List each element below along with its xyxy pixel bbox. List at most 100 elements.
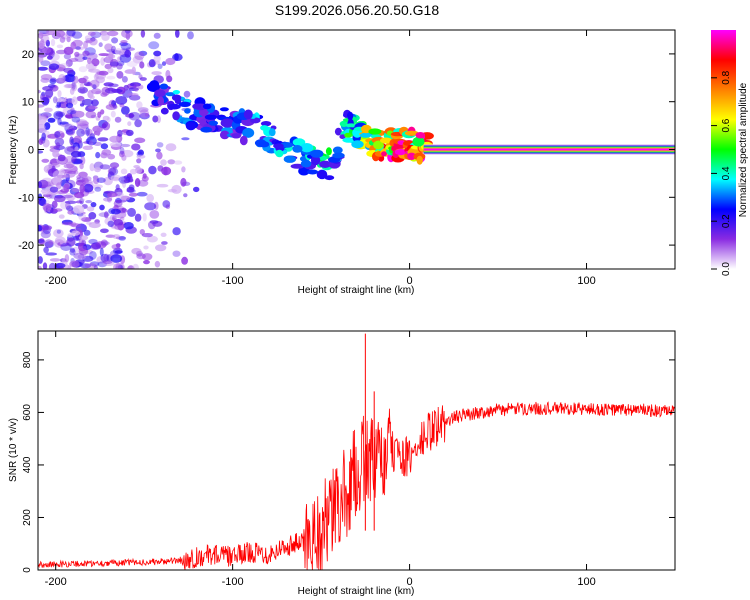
noise-blob (110, 208, 121, 215)
ridge-blob (310, 149, 324, 158)
noise-blob (134, 213, 142, 222)
ridge-blob (380, 137, 393, 144)
noise-blob (134, 119, 142, 128)
ridge-blob (208, 120, 218, 126)
ridge-blob (220, 118, 234, 128)
ridge-blob (200, 126, 213, 133)
noise-blob (139, 77, 147, 81)
ridge-blob (334, 127, 342, 136)
noise-blob (102, 260, 113, 265)
noise-blob (161, 241, 168, 245)
noise-blob (116, 71, 124, 79)
noise-blob (102, 260, 115, 266)
noise-blob (128, 192, 138, 197)
x-tick-label: 100 (577, 275, 595, 287)
noise-blob (54, 131, 61, 138)
noise-blob (78, 235, 89, 241)
noise-blob (52, 149, 59, 158)
noise-blob (90, 114, 97, 119)
noise-blob (141, 175, 149, 182)
snr-ticks: -200 -100 0 100 0 200 400 600 800 (22, 331, 675, 588)
noise-blob (127, 178, 134, 183)
y-tick-label: 400 (22, 456, 33, 473)
ridge-blob (345, 123, 357, 128)
noise-blob (41, 158, 50, 163)
noise-blob (93, 265, 98, 269)
noise-blob (42, 203, 52, 212)
noise-blob (86, 128, 93, 136)
noise-blob (76, 95, 85, 102)
noise-blob (114, 48, 123, 55)
snr-line (38, 333, 675, 570)
noise-blob (89, 38, 98, 46)
snr-xlabel: Height of straight line (km) (298, 586, 415, 597)
noise-blob (63, 183, 70, 192)
ridge-blob (292, 145, 303, 153)
ridge-blob (231, 133, 242, 139)
colorbar-tick-label: 0.2 (721, 214, 732, 228)
noise-blob (136, 154, 146, 159)
noise-blob (47, 84, 56, 88)
noise-blob (137, 107, 149, 113)
noise-blob (193, 186, 200, 193)
noise-blob (59, 63, 69, 68)
ridge-blob (381, 151, 387, 157)
noise-blob (88, 238, 98, 245)
noise-blob (66, 205, 74, 211)
noise-blob (38, 225, 43, 232)
ridge-blob (332, 152, 345, 159)
ridge-blob (347, 111, 354, 121)
noise-blob (103, 197, 113, 202)
noise-blob (88, 68, 100, 73)
chart-title: S199.2026.056.20.50.G18 (275, 2, 439, 18)
ridge-blob (407, 152, 416, 160)
noise-blob (89, 163, 95, 172)
noise-blob (119, 146, 125, 155)
noise-blob (38, 104, 45, 108)
y-tick-label: 20 (22, 49, 34, 61)
colorbar-tick-label: 0.6 (721, 118, 732, 132)
noise-blob (134, 178, 141, 187)
noise-blob (85, 110, 97, 119)
ridge-blob (415, 132, 426, 139)
noise-blob (162, 200, 171, 208)
noise-blob (78, 66, 88, 73)
noise-blob (111, 37, 119, 44)
noise-blob (39, 93, 46, 101)
noise-blob (133, 83, 140, 92)
noise-blob (64, 254, 70, 263)
ridge-blob (316, 169, 328, 180)
noise-blob (72, 188, 80, 193)
noise-blob (56, 101, 62, 108)
noise-blob (114, 224, 124, 231)
noise-blob (42, 47, 52, 54)
noise-blob (41, 191, 51, 195)
noise-blob (44, 107, 53, 113)
noise-blob (48, 262, 57, 269)
noise-blob (129, 168, 137, 175)
noise-blob (76, 128, 85, 137)
ridge-blob (359, 132, 372, 138)
noise-blob (139, 109, 149, 118)
noise-blob (121, 76, 128, 83)
noise-blob (114, 116, 122, 123)
noise-blob (82, 145, 94, 150)
ridge-blob (318, 155, 328, 161)
noise-blob (40, 96, 50, 105)
x-tick-label: 0 (407, 275, 413, 287)
noise-blob (108, 167, 119, 176)
ridge-blob (283, 155, 297, 163)
noise-blob (104, 211, 109, 219)
noise-blob (52, 170, 63, 180)
ridge-blob (300, 160, 312, 168)
noise-blob (127, 121, 132, 127)
noise-blob (165, 69, 171, 79)
ridge-blob (273, 143, 284, 149)
noise-blob (180, 177, 187, 187)
noise-blob (125, 129, 134, 137)
noise-blob (144, 113, 149, 117)
noise-blob (155, 244, 167, 252)
noise-blob (78, 77, 87, 84)
noise-blob (106, 192, 118, 198)
